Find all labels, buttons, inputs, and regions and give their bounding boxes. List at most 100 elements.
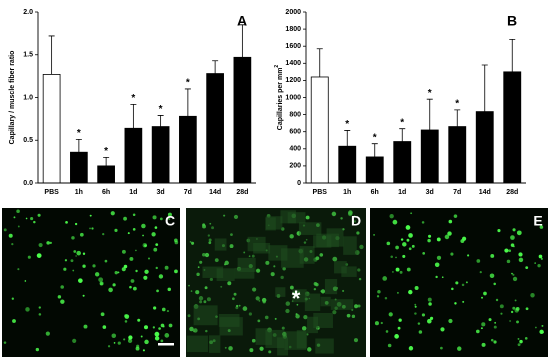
capillary	[414, 285, 419, 290]
capillary	[25, 217, 28, 220]
fiber	[315, 338, 334, 354]
capillary	[100, 312, 105, 317]
capillary	[230, 233, 233, 237]
error-bar	[212, 60, 219, 74]
y-tick-label: 1200	[285, 77, 301, 84]
capillary	[540, 330, 543, 333]
bar	[124, 127, 143, 184]
capillary	[509, 320, 511, 322]
capillary	[347, 211, 353, 217]
fiber	[326, 228, 344, 247]
capillary	[124, 320, 128, 323]
panel-label: B	[507, 13, 517, 29]
capillary	[220, 285, 223, 288]
capillary	[199, 300, 203, 304]
capillary	[224, 346, 227, 349]
capillary	[11, 297, 14, 300]
capillary	[160, 339, 164, 343]
capillary	[444, 234, 450, 240]
significance: *	[159, 104, 163, 115]
error-bar	[426, 98, 433, 130]
capillary	[427, 238, 431, 243]
capillary	[408, 346, 414, 351]
capillary	[483, 291, 487, 296]
capillary	[89, 227, 91, 230]
capillary	[167, 212, 172, 217]
capillary	[354, 304, 359, 309]
capillary	[114, 228, 118, 232]
capillary	[113, 342, 116, 344]
capillary	[17, 225, 20, 228]
capillary	[132, 227, 136, 231]
capillary	[436, 255, 442, 260]
capillary	[394, 334, 399, 339]
fiber	[202, 266, 224, 278]
capillary	[518, 252, 523, 257]
capillary	[135, 269, 138, 273]
x-tick-label: 1h	[75, 189, 83, 196]
capillary	[400, 238, 404, 241]
capillary	[524, 337, 528, 340]
capillary	[387, 343, 392, 348]
capillary	[289, 285, 294, 290]
capillary	[132, 213, 136, 216]
capillary	[453, 214, 458, 218]
capillary	[307, 347, 312, 352]
bar	[393, 141, 412, 184]
capillary	[123, 338, 126, 341]
capillary	[82, 264, 86, 268]
bar	[42, 74, 61, 184]
capillary	[98, 277, 104, 283]
capillary	[264, 315, 269, 320]
capillary	[199, 260, 203, 264]
capillary	[154, 226, 158, 229]
fiber	[247, 236, 266, 252]
capillary	[436, 237, 441, 242]
bar	[420, 129, 439, 184]
capillary	[191, 241, 195, 245]
y-tick-label: 800	[289, 111, 301, 118]
bar	[338, 145, 357, 184]
capillary	[512, 228, 516, 232]
capillary	[207, 234, 211, 237]
capillary	[248, 255, 251, 258]
capillary	[214, 258, 219, 263]
capillary	[27, 255, 31, 259]
fiber	[334, 261, 347, 274]
capillary	[166, 309, 170, 313]
fiber	[304, 293, 321, 312]
y-tick-label: 1.0	[23, 94, 33, 101]
capillary	[205, 329, 208, 333]
fiber	[298, 222, 322, 235]
capillary	[65, 220, 68, 224]
capillary	[384, 297, 388, 300]
x-tick-label: 6h	[371, 189, 379, 196]
capillary	[285, 308, 290, 314]
capillary	[82, 294, 85, 297]
capillary	[268, 350, 272, 354]
capillary	[142, 242, 148, 248]
capillary	[517, 337, 520, 340]
capillary	[332, 310, 337, 315]
capillary	[123, 216, 127, 221]
scale-bar	[158, 343, 174, 346]
significance: *	[104, 146, 108, 157]
capillary	[206, 297, 211, 302]
capillary	[357, 304, 361, 308]
capillary	[421, 221, 425, 224]
capillary	[3, 228, 7, 232]
image-label: E	[533, 213, 542, 229]
capillary	[257, 319, 261, 323]
capillary	[289, 234, 294, 239]
capillary	[398, 318, 402, 322]
capillary	[417, 322, 421, 325]
capillary	[535, 326, 537, 329]
capillary	[74, 222, 78, 226]
capillary	[73, 250, 77, 253]
capillary	[12, 319, 16, 323]
bar	[233, 56, 252, 184]
capillary	[135, 249, 137, 252]
capillary	[280, 275, 284, 280]
x-tick-label: 28d	[506, 189, 518, 196]
capillary	[130, 279, 135, 283]
